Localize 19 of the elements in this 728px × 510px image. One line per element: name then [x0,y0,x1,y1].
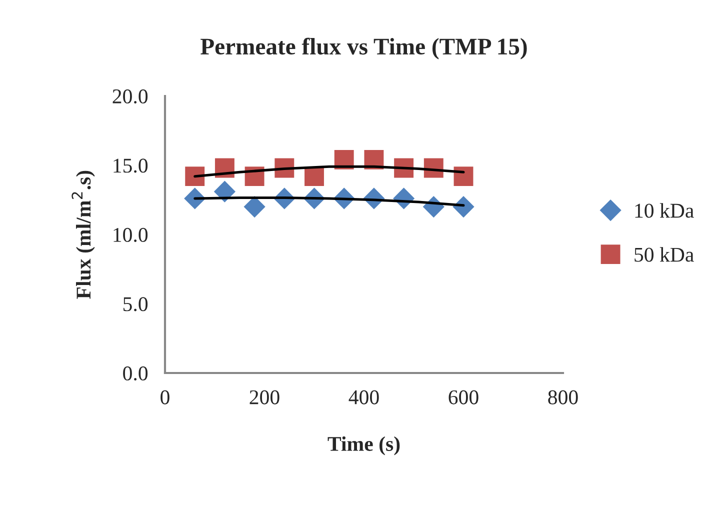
x-tick-label: 400 [348,390,379,404]
point [244,196,266,218]
legend-label: 10 kDa [635,203,694,218]
x-axis-title: Time (s) [328,436,400,456]
y-axis-title: Flux (ml/m$^{2}$.s) [72,170,95,299]
y-tick-label: 15.0 [114,158,148,173]
x-tick-label: 800 [548,390,578,404]
x-tick-label: 200 [250,390,280,404]
point [214,180,236,202]
point [185,166,205,186]
legend-label: 50 kDa [634,247,694,262]
y-tick-label: 0.0 [123,366,148,381]
x-tick-label: 0 [160,390,170,404]
point [454,166,474,186]
chart-title: Permeate flux vs Time (TMP 15) [200,38,527,60]
x-tick-label: 600 [448,390,478,404]
y-tick-label: 10.0 [114,228,148,242]
y-tick-label: 20.0 [112,89,148,104]
y-tick-label: 5.0 [124,297,148,312]
